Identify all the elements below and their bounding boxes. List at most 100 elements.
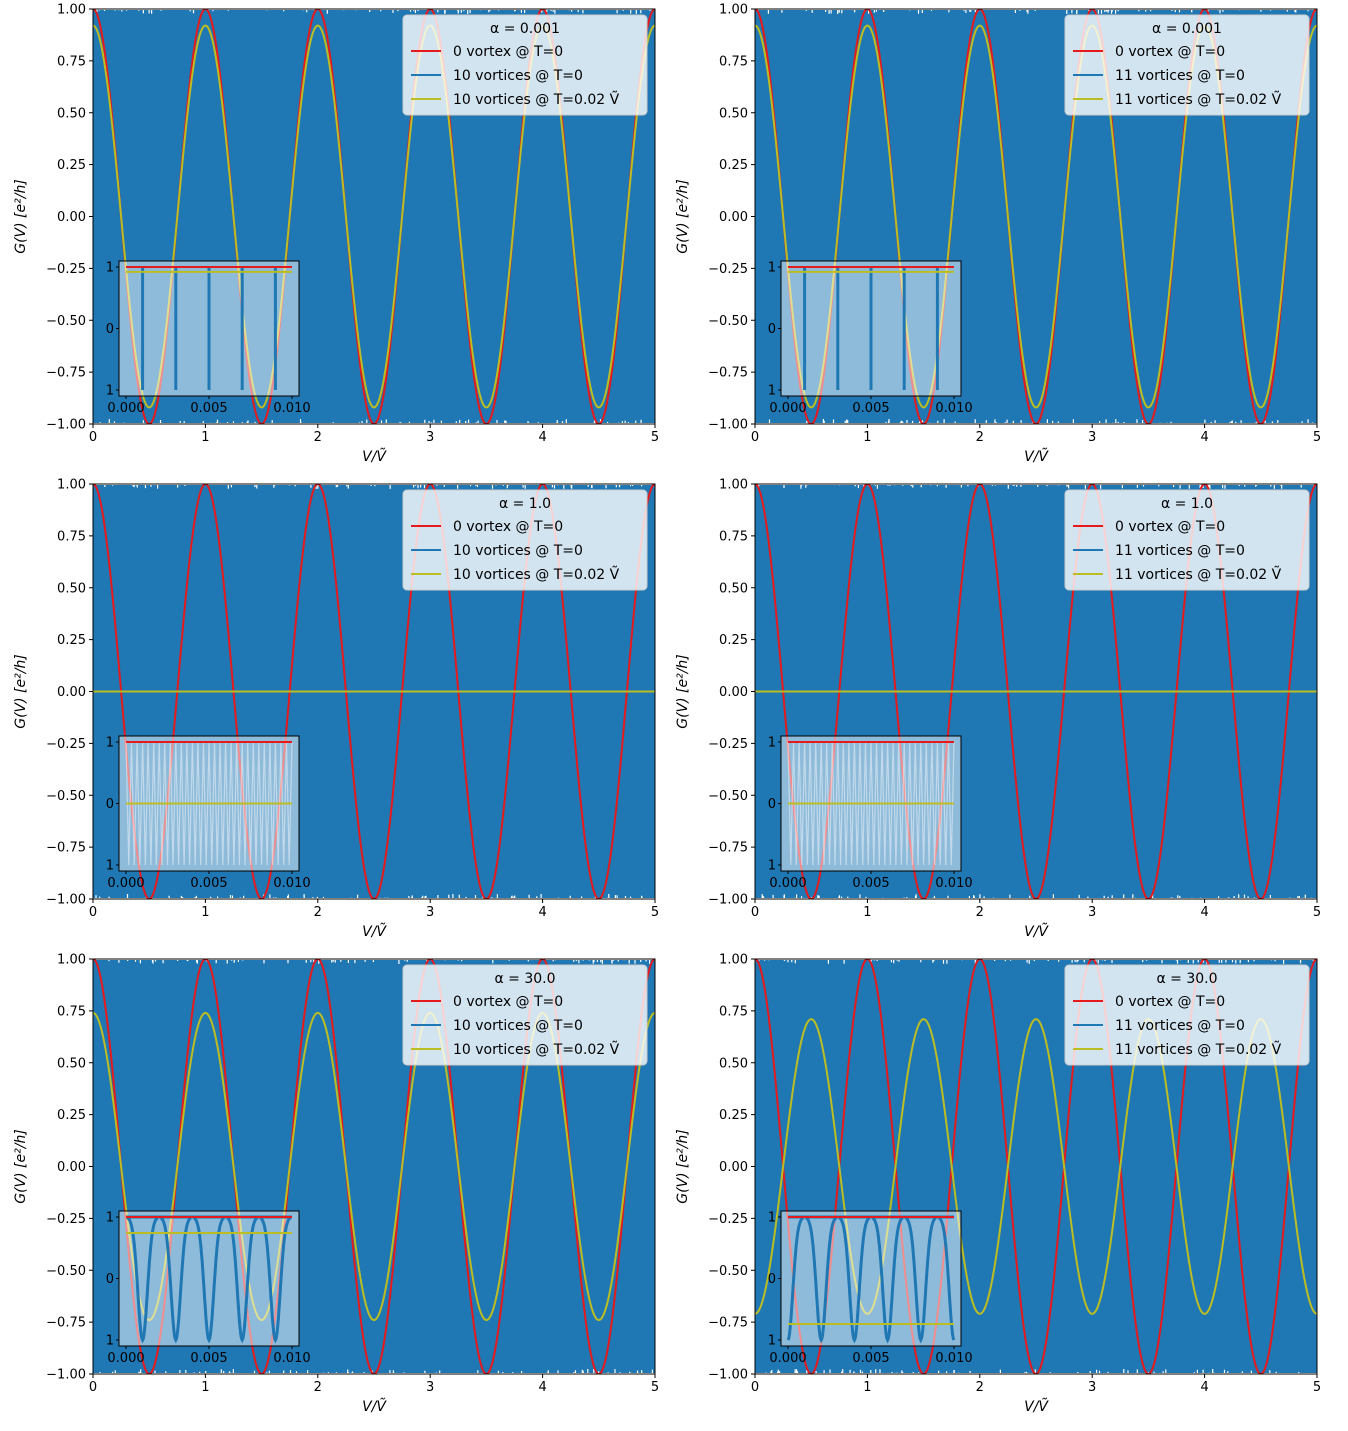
inset-y-tick-label: 1 bbox=[106, 384, 114, 399]
y-tick-label: −0.25 bbox=[46, 262, 86, 277]
y-tick-label: −0.75 bbox=[708, 366, 748, 381]
inset-x-tick-label: 0.000 bbox=[769, 1351, 806, 1366]
y-tick-label: 0.00 bbox=[719, 685, 748, 700]
y-tick-label: −0.75 bbox=[708, 1316, 748, 1331]
y-tick-label: −0.50 bbox=[708, 789, 748, 804]
x-tick-label: 5 bbox=[1313, 430, 1321, 445]
legend: α = 1.00 vortex @ T=010 vortices @ T=010… bbox=[403, 490, 647, 590]
y-tick-label: 0.75 bbox=[719, 1004, 748, 1019]
panel-1: 0 1 2 3 4 5 1.00 0.75 0.50 0.25 0.00 −0.25 −0.50 −0.7… bbox=[13, 3, 659, 466]
y-tick-label: 0.25 bbox=[719, 633, 748, 648]
x-tick-label: 2 bbox=[976, 1380, 984, 1395]
x-tick-label: 4 bbox=[1200, 430, 1208, 445]
x-tick-label: 3 bbox=[1088, 905, 1096, 920]
y-tick-label: 0.75 bbox=[719, 54, 748, 69]
y-tick-label: −0.75 bbox=[46, 366, 86, 381]
y-tick-label: −1.00 bbox=[46, 893, 86, 908]
inset-y-tick-label: 1 bbox=[768, 1211, 776, 1226]
panel-5: 0 1 2 3 4 5 1.00 0.75 0.50 0.25 0.00 −0.25 −0.50 −0.7… bbox=[13, 953, 659, 1416]
y-tick-label: 0.50 bbox=[719, 1056, 748, 1071]
y-tick-label: 1.00 bbox=[719, 3, 748, 18]
x-tick-label: 3 bbox=[1088, 430, 1096, 445]
y-tick-label: 0.50 bbox=[719, 106, 748, 121]
y-axis-label: G(V) [e²/h] bbox=[13, 654, 29, 729]
legend-entry: 0 vortex @ T=0 bbox=[1115, 44, 1225, 60]
y-tick-label: −0.25 bbox=[46, 737, 86, 752]
y-tick-label: 0.00 bbox=[57, 1160, 86, 1175]
x-tick-label: 1 bbox=[201, 430, 209, 445]
x-tick-label: 0 bbox=[751, 905, 759, 920]
legend-entry: 10 vortices @ T=0.02 Ṽ bbox=[453, 91, 620, 108]
y-tick-label: 0.50 bbox=[57, 106, 86, 121]
legend-entry: 11 vortices @ T=0.02 Ṽ bbox=[1115, 1041, 1282, 1058]
y-tick-label: −0.75 bbox=[46, 1316, 86, 1331]
x-axis-label: V/Ṽ bbox=[362, 448, 387, 465]
y-tick-label: −1.00 bbox=[46, 418, 86, 433]
y-tick-label: 1.00 bbox=[57, 478, 86, 493]
y-axis-label: G(V) [e²/h] bbox=[13, 1129, 29, 1204]
x-tick-label: 3 bbox=[426, 430, 434, 445]
legend: α = 0.001 0 vortex @ T=0 11 vortices @ T=0… bbox=[1065, 15, 1309, 115]
x-tick-label: 0 bbox=[89, 430, 97, 445]
inset-x-tick-label: 0.005 bbox=[852, 1351, 889, 1366]
y-axis-label: G(V) [e²/h] bbox=[675, 654, 691, 729]
y-tick-label: 0.25 bbox=[57, 1108, 86, 1123]
inset-y-tick-label: 1 bbox=[768, 384, 776, 399]
legend-entry: 10 vortices @ T=0.02 Ṽ bbox=[453, 566, 620, 583]
x-tick-label: 2 bbox=[314, 1380, 322, 1395]
legend-entry: 11 vortices @ T=0 bbox=[1115, 68, 1245, 84]
inset-x-tick-label: 0.010 bbox=[273, 1351, 310, 1366]
panel-3: 0 1 2 3 4 51.000.750.500.250.00−0.25−0.50−0.7… bbox=[13, 478, 659, 941]
x-tick-label: 2 bbox=[976, 905, 984, 920]
x-tick-label: 1 bbox=[201, 1380, 209, 1395]
y-tick-label: −0.25 bbox=[708, 1212, 748, 1227]
legend-entry: 0 vortex @ T=0 bbox=[1115, 994, 1225, 1010]
inset-y-tick-label: 0 bbox=[106, 797, 114, 812]
x-tick-label: 5 bbox=[651, 430, 659, 445]
y-tick-label: 0.00 bbox=[57, 210, 86, 225]
y-tick-label: 0.25 bbox=[57, 633, 86, 648]
inset-x-tick-label: 0.000 bbox=[107, 876, 144, 891]
x-tick-label: 2 bbox=[976, 430, 984, 445]
inset-x-tick-label: 0.005 bbox=[190, 1351, 227, 1366]
inset-y-tick-label: 1 bbox=[106, 859, 114, 874]
y-tick-label: 0.25 bbox=[719, 158, 748, 173]
inset-y-tick-label: 0 bbox=[768, 1272, 776, 1287]
y-tick-label: 0.25 bbox=[719, 1108, 748, 1123]
legend-entry: 10 vortices @ T=0 bbox=[453, 1018, 583, 1034]
y-tick-label: 0.75 bbox=[719, 529, 748, 544]
inset-x-tick-label: 0.000 bbox=[107, 1351, 144, 1366]
x-tick-label: 5 bbox=[651, 1380, 659, 1395]
y-axis-label: G(V) [e²/h] bbox=[675, 1129, 691, 1204]
x-axis-label: V/Ṽ bbox=[362, 923, 387, 940]
legend-entry: 10 vortices @ T=0 bbox=[453, 68, 583, 84]
y-tick-label: −0.25 bbox=[46, 1212, 86, 1227]
legend-entry: 11 vortices @ T=0 bbox=[1115, 1018, 1245, 1034]
y-tick-label: −1.00 bbox=[708, 893, 748, 908]
legend-title: α = 1.0 bbox=[1161, 496, 1213, 512]
panel-2: 0 1 2 3 4 51.000.750.500.250.00−0.25−0.50−0.7… bbox=[675, 3, 1321, 466]
y-tick-label: 0.00 bbox=[719, 1160, 748, 1175]
legend: α = 1.00 vortex @ T=011 vortices @ T=011… bbox=[1065, 490, 1309, 590]
inset-frame bbox=[781, 1211, 961, 1346]
x-tick-label: 1 bbox=[863, 905, 871, 920]
legend-entry: 0 vortex @ T=0 bbox=[453, 44, 563, 60]
y-tick-label: −0.50 bbox=[46, 789, 86, 804]
x-tick-label: 3 bbox=[426, 1380, 434, 1395]
inset: 0.000 0.005 0.010 1 0 1 bbox=[106, 736, 311, 892]
y-tick-label: 0.00 bbox=[719, 210, 748, 225]
inset-x-tick-label: 0.005 bbox=[190, 401, 227, 416]
y-tick-label: −0.75 bbox=[708, 841, 748, 856]
y-tick-label: −1.00 bbox=[46, 1368, 86, 1383]
y-tick-label: −1.00 bbox=[708, 418, 748, 433]
y-tick-label: −0.25 bbox=[708, 737, 748, 752]
inset-x-tick-label: 0.005 bbox=[852, 401, 889, 416]
y-tick-label: 0.00 bbox=[57, 685, 86, 700]
x-tick-label: 5 bbox=[651, 905, 659, 920]
legend-entry: 11 vortices @ T=0.02 Ṽ bbox=[1115, 91, 1282, 108]
y-tick-label: 1.00 bbox=[719, 478, 748, 493]
legend-title: α = 0.001 bbox=[1152, 21, 1222, 37]
legend-entry: 10 vortices @ T=0 bbox=[453, 543, 583, 559]
x-tick-label: 4 bbox=[538, 905, 546, 920]
